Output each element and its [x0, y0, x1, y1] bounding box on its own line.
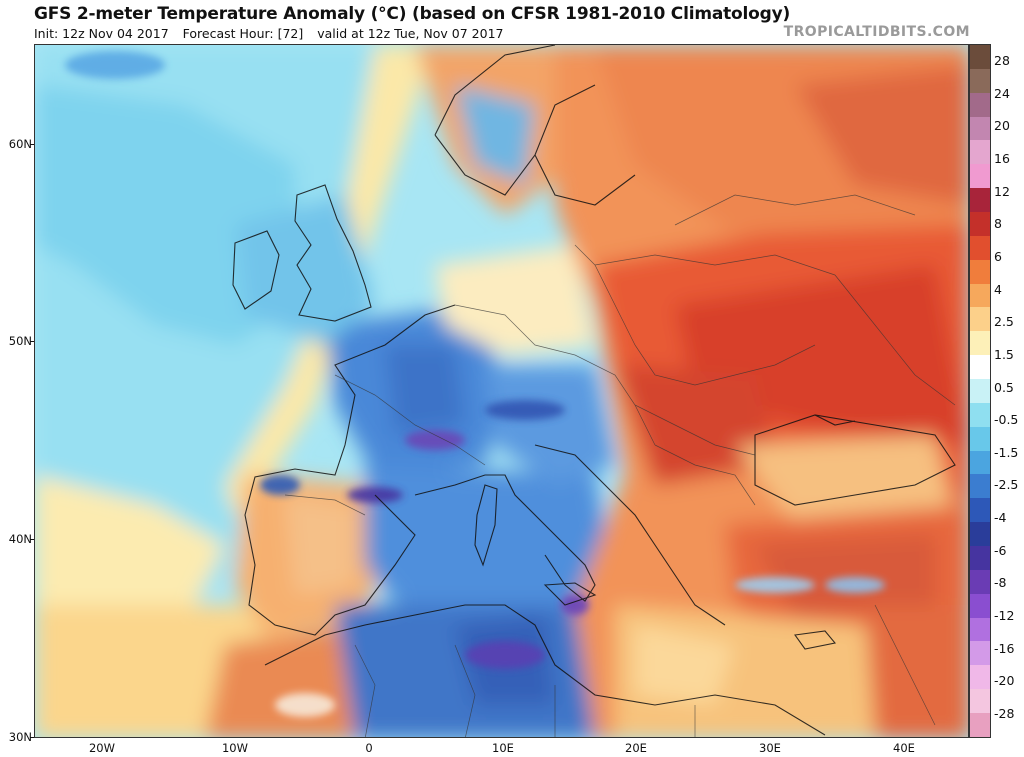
colorbar-label: 8 — [994, 216, 1002, 232]
lon-label-10w: 10W — [221, 741, 248, 755]
colorbar-segment — [970, 617, 990, 642]
colorbar-label: -0.5 — [994, 412, 1019, 428]
colorbar-segment — [970, 45, 990, 69]
lat-label-60n: 60N — [8, 137, 32, 151]
lon-label-0: 0 — [365, 741, 373, 755]
colorbar-segment — [970, 212, 990, 236]
map-title: GFS 2-meter Temperature Anomaly (°C) (ba… — [34, 4, 791, 24]
colorbar-segment — [970, 474, 990, 499]
colorbar-label: -6 — [994, 542, 1007, 558]
colorbar-segment — [970, 140, 990, 165]
map-canvas — [35, 45, 968, 737]
colorbar-label: -4 — [994, 510, 1007, 526]
colorbar-segment — [970, 331, 990, 356]
lon-label-40e: 40E — [893, 741, 915, 755]
colorbar-label: 4 — [994, 281, 1002, 297]
colorbar-segment — [970, 450, 990, 475]
colorbar — [969, 44, 991, 738]
lon-label-20e: 20E — [625, 741, 647, 755]
brand-watermark: TROPICALTIDBITS.COM — [783, 24, 970, 40]
colorbar-label: 2.5 — [994, 314, 1014, 330]
colorbar-label: -28 — [994, 706, 1015, 721]
colorbar-segment — [970, 379, 990, 403]
colorbar-segment — [970, 259, 990, 284]
colorbar-segment — [970, 235, 990, 260]
lon-label-20w: 20W — [88, 741, 115, 755]
valid-time: valid at 12z Tue, Nov 07 2017 — [317, 26, 504, 41]
colorbar-label: 6 — [994, 248, 1002, 264]
lat-label-30n: 30N — [8, 730, 32, 744]
lat-label-40n: 40N — [8, 532, 32, 546]
colorbar-segment — [970, 92, 990, 117]
map-subtitle: Init: 12z Nov 04 2017 Forecast Hour: [72… — [34, 26, 514, 41]
lat-tick — [30, 341, 34, 342]
colorbar-label: 24 — [994, 85, 1010, 101]
colorbar-segment — [970, 164, 990, 189]
lon-label-10e: 10E — [492, 741, 514, 755]
colorbar-segment — [970, 188, 990, 213]
colorbar-label: 1.5 — [994, 346, 1014, 362]
colorbar-segment — [970, 68, 990, 93]
colorbar-segment — [970, 569, 990, 594]
lat-tick — [30, 737, 34, 738]
colorbar-segment — [970, 355, 990, 380]
map-header: GFS 2-meter Temperature Anomaly (°C) (ba… — [0, 0, 1024, 44]
colorbar-label: 16 — [994, 150, 1010, 166]
colorbar-segment — [970, 665, 990, 690]
lat-tick — [30, 144, 34, 145]
init-time: Init: 12z Nov 04 2017 — [34, 26, 169, 41]
colorbar-label: 28 — [994, 53, 1010, 68]
colorbar-segment — [970, 641, 990, 666]
colorbar-label: -16 — [994, 640, 1015, 656]
lat-label-50n: 50N — [8, 334, 32, 348]
lat-tick — [30, 539, 34, 540]
colorbar-segment — [970, 593, 990, 618]
colorbar-segment — [970, 402, 990, 427]
colorbar-label: -20 — [994, 673, 1015, 689]
colorbar-label: -2.5 — [994, 477, 1019, 493]
colorbar-segment — [970, 307, 990, 332]
forecast-hour: Forecast Hour: [72] — [182, 26, 304, 41]
anomaly-map — [34, 44, 969, 738]
lon-label-30e: 30E — [759, 741, 781, 755]
colorbar-segment — [970, 546, 990, 570]
colorbar-label: -12 — [994, 608, 1015, 624]
colorbar-label: 0.5 — [994, 379, 1014, 395]
colorbar-label: -1.5 — [994, 444, 1019, 460]
colorbar-label: -8 — [994, 575, 1007, 591]
colorbar-label: 20 — [994, 118, 1010, 134]
colorbar-segment — [970, 498, 990, 523]
colorbar-segment — [970, 522, 990, 547]
colorbar-segment — [970, 283, 990, 308]
colorbar-segment — [970, 713, 990, 737]
colorbar-label: 12 — [994, 183, 1010, 199]
colorbar-segment — [970, 116, 990, 141]
colorbar-segment — [970, 426, 990, 451]
colorbar-segment — [970, 689, 990, 714]
